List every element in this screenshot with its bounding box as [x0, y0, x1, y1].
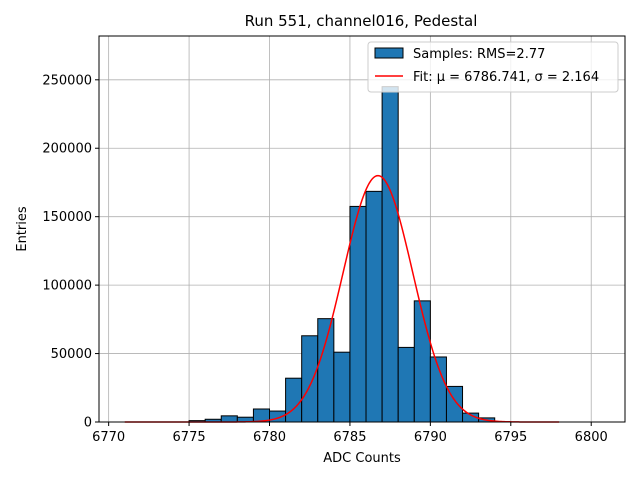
y-tick-label: 150000	[42, 210, 92, 225]
histogram-bar	[220, 415, 238, 423]
histogram-bar	[413, 300, 431, 423]
histogram-bar	[397, 346, 415, 423]
histogram-bar	[317, 318, 335, 423]
x-tick-label: 6790	[414, 430, 447, 445]
axis-ticks: 6770 6775 6780 6785 6790 6795 6800 0 50000 100000…	[42, 73, 607, 445]
chart-title: Run 551, channel016, Pedestal	[245, 12, 478, 30]
x-axis-label: ADC Counts	[323, 451, 401, 466]
y-tick-label: 200000	[42, 142, 92, 157]
y-tick-label: 0	[84, 416, 92, 431]
y-tick-label: 100000	[42, 279, 92, 294]
legend-label-fit: Fit: μ = 6786.741, σ = 2.164	[413, 70, 599, 85]
x-tick-label: 6800	[575, 430, 608, 445]
legend-swatch-samples	[374, 47, 404, 59]
histogram-bar	[285, 377, 303, 423]
y-tick-label: 250000	[42, 73, 92, 88]
histogram-bar	[333, 351, 351, 423]
histogram-bars	[188, 86, 496, 423]
x-tick-label: 6770	[92, 430, 125, 445]
x-tick-label: 6780	[253, 430, 286, 445]
x-tick-label: 6775	[173, 430, 206, 445]
y-tick-label: 50000	[51, 347, 92, 362]
plot-frame	[98, 35, 626, 423]
legend-label-samples: Samples: RMS=2.77	[413, 47, 545, 62]
legend-box	[367, 41, 619, 93]
legend: Samples: RMS=2.77 Fit: μ = 6786.741, σ =…	[367, 41, 619, 93]
x-tick-label: 6795	[494, 430, 527, 445]
histogram-bar	[365, 190, 383, 423]
histogram-bar	[301, 335, 319, 423]
histogram-bar	[349, 205, 367, 423]
x-tick-label: 6785	[333, 430, 366, 445]
y-axis-label: Entries	[15, 206, 30, 252]
histogram-bar	[381, 86, 399, 423]
